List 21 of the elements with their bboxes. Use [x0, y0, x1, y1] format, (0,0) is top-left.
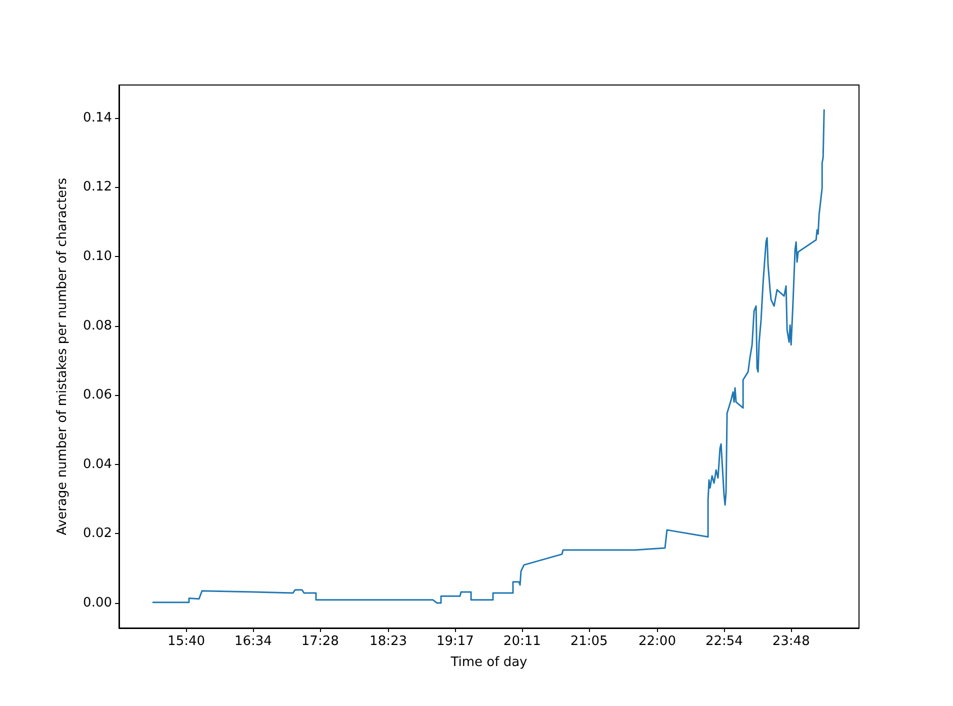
y-tick-label: 0.10 — [83, 249, 112, 264]
x-tick-label: 19:17 — [436, 634, 474, 649]
y-axis-title: Average number of mistakes per number of characters — [55, 178, 70, 536]
y-tick-label: 0.06 — [83, 388, 112, 403]
x-tick-label: 16:34 — [234, 634, 272, 649]
x-tick-label: 21:05 — [570, 634, 608, 649]
y-tick-label: 0.02 — [83, 526, 112, 542]
y-tick-label: 0.04 — [83, 456, 112, 472]
y-tick-label: 0.00 — [83, 596, 112, 611]
x-tick-label: 22:54 — [705, 634, 743, 649]
x-axis-title: Time of day — [450, 655, 528, 670]
y-tick-label: 0.14 — [83, 110, 112, 126]
y-tick-label: 0.08 — [83, 318, 112, 334]
x-tick-label: 22:00 — [638, 634, 676, 649]
x-tick-label: 18:23 — [370, 634, 408, 649]
y-tick-label: 0.12 — [83, 180, 112, 195]
line-series — [152, 109, 825, 604]
x-tick-label: 17:28 — [301, 634, 339, 649]
x-tick-label: 15:40 — [168, 634, 206, 649]
x-tick-label: 20:11 — [503, 634, 541, 649]
x-tick-label: 23:48 — [772, 634, 810, 649]
